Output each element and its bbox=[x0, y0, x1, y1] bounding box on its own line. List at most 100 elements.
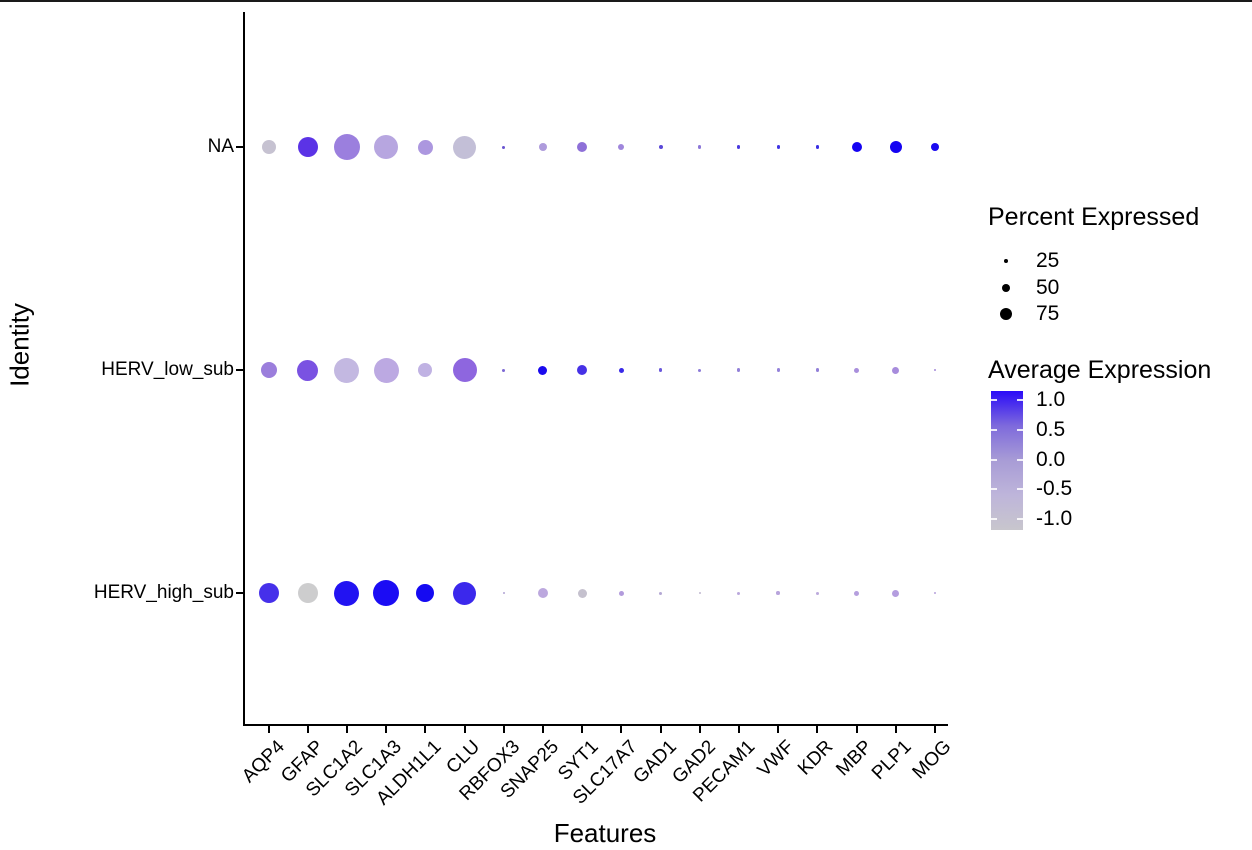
dot bbox=[933, 368, 937, 372]
x-axis-tick bbox=[502, 726, 505, 733]
x-axis-tick bbox=[463, 726, 466, 733]
color-legend-tick-label: -1.0 bbox=[1036, 506, 1073, 530]
dot bbox=[333, 134, 360, 160]
color-legend-tick-label: 0.0 bbox=[1036, 447, 1066, 471]
dot bbox=[537, 588, 548, 598]
dot bbox=[851, 142, 862, 152]
dot bbox=[737, 591, 741, 595]
size-legend-dot bbox=[1002, 284, 1010, 292]
dot bbox=[261, 140, 276, 154]
dot bbox=[892, 589, 900, 597]
dot bbox=[618, 590, 624, 596]
dot bbox=[618, 144, 625, 150]
dot bbox=[297, 583, 318, 603]
x-axis-label: MOG bbox=[908, 736, 956, 784]
color-legend-tick-mark bbox=[991, 458, 997, 461]
y-axis-label: HERV_high_sub bbox=[93, 582, 234, 603]
x-axis-tick bbox=[424, 726, 427, 733]
color-legend-tick-mark bbox=[991, 488, 997, 490]
dot bbox=[538, 143, 547, 151]
x-axis-tick bbox=[267, 726, 270, 733]
window-top-border bbox=[0, 0, 1252, 2]
x-axis-label: KDR bbox=[794, 736, 838, 780]
dot bbox=[417, 139, 433, 155]
dot bbox=[334, 357, 360, 383]
dot bbox=[453, 135, 476, 159]
color-legend-tick-mark bbox=[991, 399, 997, 401]
x-axis-tick bbox=[659, 726, 662, 733]
y-axis-label: HERV_low_sub bbox=[101, 359, 234, 380]
dot bbox=[776, 145, 780, 149]
dot bbox=[374, 135, 399, 159]
color-legend-tick-label: -0.5 bbox=[1036, 477, 1073, 500]
color-legend-tick-mark bbox=[991, 517, 997, 520]
dot bbox=[373, 580, 400, 606]
x-axis-tick bbox=[737, 726, 740, 733]
x-axis-tick bbox=[581, 726, 584, 733]
dot bbox=[815, 591, 819, 595]
dot bbox=[933, 591, 937, 595]
dot bbox=[577, 365, 588, 375]
dot bbox=[577, 588, 587, 598]
dot bbox=[854, 367, 859, 373]
color-legend-tick-mark bbox=[1017, 517, 1023, 520]
dot bbox=[453, 581, 476, 605]
dot bbox=[815, 368, 819, 372]
x-axis-tick bbox=[345, 726, 348, 733]
size-legend-label: 25 bbox=[1036, 249, 1060, 272]
x-axis-tick bbox=[777, 726, 780, 733]
dot bbox=[930, 143, 939, 151]
color-legend-title: Average Expression bbox=[988, 356, 1212, 384]
y-axis-tick bbox=[236, 592, 243, 594]
dot bbox=[776, 591, 780, 595]
size-legend-dot bbox=[999, 307, 1013, 321]
dot bbox=[776, 368, 780, 372]
color-legend-tick-mark bbox=[1017, 399, 1023, 401]
x-axis-line bbox=[243, 724, 948, 726]
dot bbox=[297, 137, 318, 157]
dot bbox=[698, 591, 701, 595]
color-legend-gradient-bar bbox=[991, 391, 1023, 530]
color-legend-tick-mark bbox=[1017, 488, 1023, 490]
x-axis-title: Features bbox=[553, 818, 657, 848]
dot bbox=[502, 145, 506, 149]
y-axis-label: NA bbox=[207, 136, 234, 157]
dot bbox=[373, 357, 399, 383]
x-axis-tick bbox=[541, 726, 544, 733]
size-legend-title: Percent Expressed bbox=[988, 203, 1200, 231]
size-legend-label: 75 bbox=[1036, 302, 1060, 325]
x-axis-tick bbox=[894, 726, 897, 733]
x-axis-tick bbox=[620, 726, 623, 733]
dot bbox=[892, 366, 900, 374]
x-axis-label: MBP bbox=[832, 736, 877, 781]
dot bbox=[258, 583, 279, 603]
dot bbox=[416, 584, 435, 602]
size-legend-label: 50 bbox=[1036, 276, 1060, 299]
x-axis-tick bbox=[816, 726, 819, 733]
dot bbox=[260, 362, 277, 378]
dot bbox=[698, 368, 702, 372]
x-axis-tick bbox=[306, 726, 309, 733]
dot bbox=[737, 368, 741, 372]
color-legend-tick-mark bbox=[1017, 428, 1023, 431]
dot bbox=[538, 365, 548, 375]
dot bbox=[502, 591, 505, 595]
y-axis-tick bbox=[236, 369, 243, 371]
dot bbox=[577, 142, 588, 152]
color-legend-tick-label: 1.0 bbox=[1036, 388, 1066, 411]
color-legend-tick-mark bbox=[991, 428, 997, 431]
dot bbox=[658, 145, 663, 149]
dot bbox=[854, 590, 859, 596]
x-axis-label: GAD1 bbox=[629, 736, 681, 788]
dot bbox=[297, 359, 319, 381]
dot bbox=[502, 368, 506, 372]
dot bbox=[618, 367, 624, 373]
dot bbox=[334, 580, 360, 606]
x-axis-tick bbox=[698, 726, 701, 733]
x-axis-tick bbox=[855, 726, 858, 733]
x-axis-label: AQP4 bbox=[237, 736, 289, 787]
dot bbox=[452, 358, 477, 382]
dot bbox=[815, 145, 819, 149]
x-axis-label: VWF bbox=[753, 736, 799, 781]
